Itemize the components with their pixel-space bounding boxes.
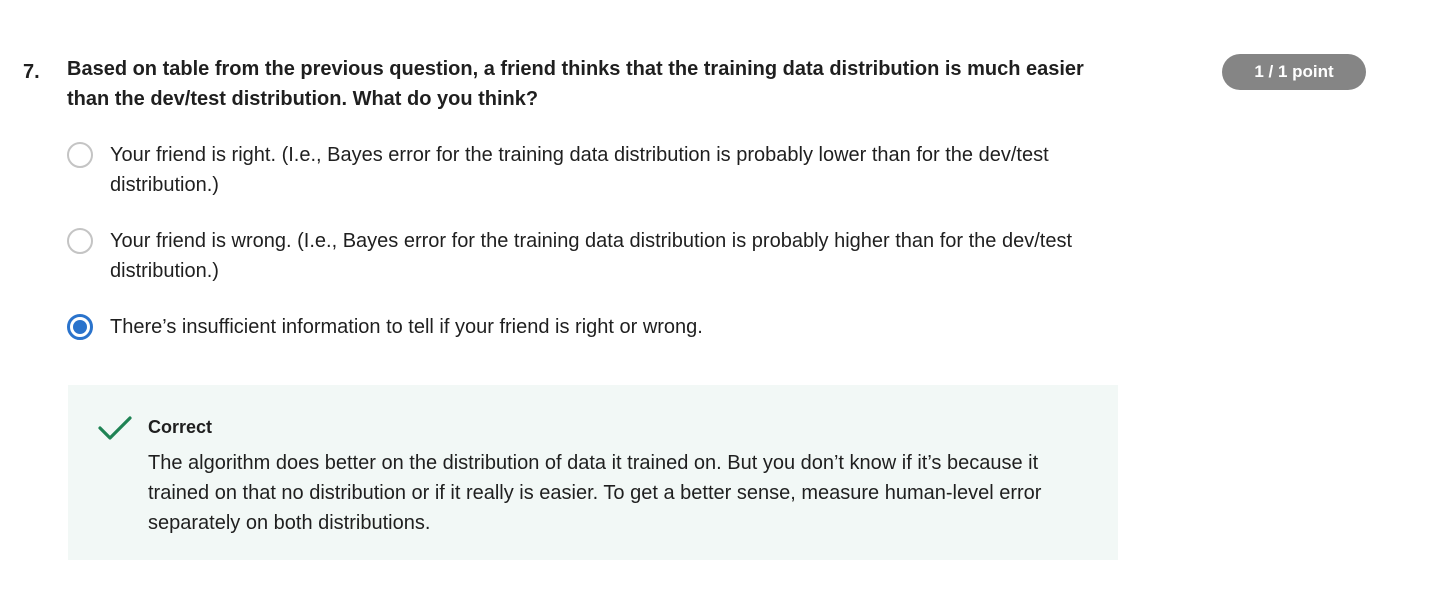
- question-number: 7.: [23, 61, 40, 83]
- feedback-text: The algorithm does better on the distrib…: [148, 452, 1042, 534]
- feedback-panel: Correct The algorithm does better on the…: [68, 385, 1118, 560]
- points-badge: 1 / 1 point: [1222, 54, 1366, 90]
- option-3[interactable]: There’s insufficient information to tell…: [67, 312, 1087, 342]
- radio-button-3[interactable]: [67, 314, 93, 340]
- radio-button-1[interactable]: [67, 142, 93, 168]
- feedback-title: Correct: [148, 417, 213, 437]
- option-1[interactable]: Your friend is right. (I.e., Bayes error…: [67, 140, 1087, 200]
- checkmark-icon: [98, 416, 132, 440]
- option-2[interactable]: Your friend is wrong. (I.e., Bayes error…: [67, 226, 1087, 286]
- question-text: Based on table from the previous questio…: [67, 58, 1084, 110]
- radio-button-2[interactable]: [67, 228, 93, 254]
- option-2-label: Your friend is wrong. (I.e., Bayes error…: [110, 230, 1073, 282]
- option-3-label: There’s insufficient information to tell…: [110, 316, 703, 338]
- option-1-label: Your friend is right. (I.e., Bayes error…: [110, 144, 1049, 196]
